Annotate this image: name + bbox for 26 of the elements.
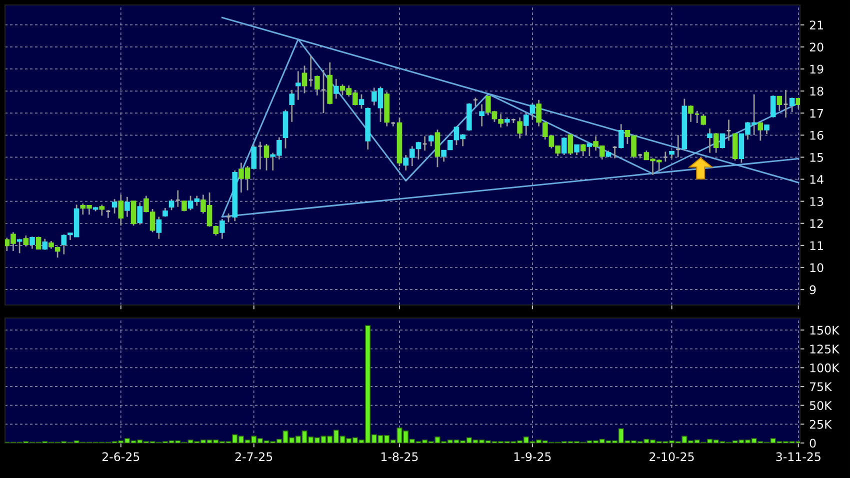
y-tick-label: 21 (810, 20, 823, 30)
y-tick-label: 19 (810, 64, 824, 74)
y-tick-label: 15 (810, 153, 824, 162)
y-tick-label: 125K (810, 344, 840, 354)
y-tick-label: 10 (810, 263, 824, 272)
y-tick-label: 0 (810, 438, 816, 448)
y-tick-label: 17 (810, 108, 824, 118)
y-tick-label: 13 (810, 197, 824, 206)
y-tick-label: 100K (810, 363, 840, 372)
y-tick-label: 16 (810, 130, 824, 140)
y-tick-label: 25K (810, 420, 832, 429)
y-tick-label: 9 (810, 285, 816, 294)
y-tick-label: 75K (810, 382, 832, 392)
x-tick-label: 1-9-25 (514, 452, 551, 462)
x-tick-label: 2-6-25 (102, 452, 140, 462)
y-tick-label: 20 (810, 42, 824, 52)
y-tick-label: 12 (810, 219, 823, 228)
y-tick-label: 18 (810, 86, 824, 96)
y-tick-label: 50K (810, 401, 832, 410)
y-tick-label: 11 (810, 241, 823, 250)
x-tick-label: 1-8-25 (382, 452, 418, 462)
y-tick-label: 150K (810, 326, 840, 335)
x-tick-label: 2-10-25 (650, 452, 694, 462)
y-tick-label: 14 (810, 175, 824, 184)
x-tick-label: 2-7-25 (235, 452, 272, 462)
x-tick-label: 3-11-25 (776, 452, 820, 462)
